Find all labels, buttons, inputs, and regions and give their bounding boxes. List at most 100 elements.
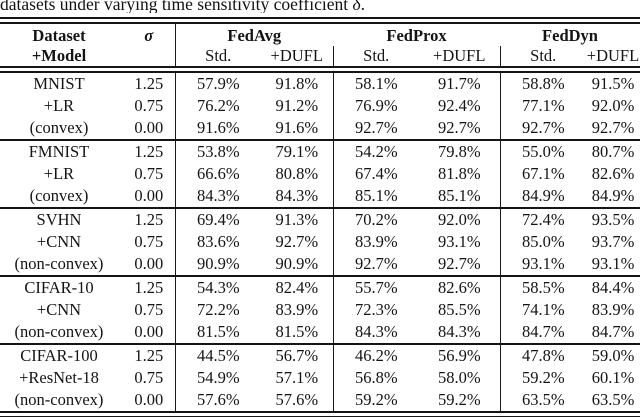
accuracy-value: 84.7% bbox=[591, 322, 635, 341]
sigma-value: 1.25 bbox=[118, 343, 176, 367]
accuracy-value: 91.6% bbox=[196, 118, 240, 137]
accuracy-value: 84.3% bbox=[196, 186, 240, 205]
accuracy-value: 59.0% bbox=[586, 343, 640, 367]
accuracy-value: 56.9% bbox=[419, 343, 501, 367]
header-sigma-spacer bbox=[118, 46, 176, 73]
accuracy-value: 76.2% bbox=[196, 96, 240, 115]
accuracy-value: 93.7% bbox=[591, 232, 635, 251]
table-row: +LR 0.75 76.2% 91.2% 76.9% 92.4% 77.1% 9… bbox=[0, 95, 640, 117]
header-row-sub: +Model Std. +DUFL Std. +DUFL Std. +DUFL bbox=[0, 46, 640, 73]
accuracy-value: 81.8% bbox=[419, 163, 501, 185]
accuracy-value: 63.5% bbox=[500, 389, 586, 417]
model-name: +LR bbox=[43, 96, 75, 115]
accuracy-value: 92.7% bbox=[261, 231, 334, 253]
accuracy-value: 80.8% bbox=[261, 163, 334, 185]
accuracy-value: 90.9% bbox=[196, 254, 240, 273]
accuracy-value: 57.6% bbox=[175, 389, 261, 417]
dataset-group-fmnist: FMNIST 1.25 53.8% 79.1% 54.2% 79.8% 55.0… bbox=[0, 139, 640, 208]
table-row: CIFAR-10 1.25 54.3% 82.4% 55.7% 82.6% 58… bbox=[0, 275, 640, 299]
sigma-value: 0.00 bbox=[118, 321, 176, 344]
accuracy-value: 57.1% bbox=[261, 367, 334, 389]
table-row: SVHN 1.25 69.4% 91.3% 70.2% 92.0% 72.4% … bbox=[0, 207, 640, 231]
header-sigma: σ bbox=[118, 17, 176, 46]
table-row: +LR 0.75 66.6% 80.8% 67.4% 81.8% 67.1% 8… bbox=[0, 163, 640, 185]
accuracy-value: 84.3% bbox=[261, 185, 334, 208]
accuracy-value: 58.5% bbox=[500, 275, 586, 299]
accuracy-value: 58.1% bbox=[354, 74, 398, 93]
accuracy-value: 92.0% bbox=[591, 96, 635, 115]
accuracy-value: 91.5% bbox=[591, 74, 635, 93]
header-fedprox-std: Std. bbox=[333, 46, 419, 73]
model-name: +LR bbox=[43, 164, 75, 183]
sigma-value: 1.25 bbox=[118, 69, 176, 95]
sigma-value: 0.00 bbox=[118, 185, 176, 208]
table-row: (convex) 0.00 91.6% 91.6% 92.7% 92.7% 92… bbox=[0, 117, 640, 140]
accuracy-value: 92.7% bbox=[419, 117, 501, 140]
table-row: +CNN 0.75 72.2% 83.9% 72.3% 85.5% 74.1% … bbox=[0, 299, 640, 321]
dataset-name: FMNIST bbox=[0, 139, 118, 163]
header-fedprox: FedProx bbox=[333, 17, 500, 46]
header-fedavg-std: Std. bbox=[175, 46, 261, 73]
accuracy-value: 91.6% bbox=[261, 117, 334, 140]
accuracy-value: 79.1% bbox=[261, 139, 334, 163]
sigma-value: 0.75 bbox=[118, 367, 176, 389]
accuracy-value: 46.2% bbox=[333, 343, 419, 367]
sigma-value: 0.00 bbox=[118, 389, 176, 417]
accuracy-value: 77.1% bbox=[521, 96, 565, 115]
accuracy-value: 92.4% bbox=[419, 95, 501, 117]
dataset-group-cifar-10: CIFAR-10 1.25 54.3% 82.4% 55.7% 82.6% 58… bbox=[0, 275, 640, 344]
accuracy-value: 47.8% bbox=[500, 343, 586, 367]
sigma-value: 1.25 bbox=[118, 139, 176, 163]
accuracy-value: 83.9% bbox=[354, 232, 398, 251]
header-fedprox-dufl: +DUFL bbox=[419, 46, 501, 73]
header-fedavg-dufl: +DUFL bbox=[261, 46, 334, 73]
convexity-note: (non-convex) bbox=[14, 322, 104, 341]
convexity-note: (convex) bbox=[29, 186, 89, 205]
convexity-note: (non-convex) bbox=[14, 254, 104, 273]
accuracy-value: 59.2% bbox=[419, 389, 501, 417]
accuracy-value: 92.0% bbox=[419, 207, 501, 231]
dataset-name: SVHN bbox=[0, 207, 118, 231]
accuracy-value: 79.8% bbox=[419, 139, 501, 163]
accuracy-value: 84.3% bbox=[354, 322, 398, 341]
header-feddyn-std: Std. bbox=[500, 46, 586, 73]
accuracy-value: 84.9% bbox=[521, 186, 565, 205]
accuracy-value: 92.7% bbox=[354, 118, 398, 137]
sigma-value: 0.00 bbox=[118, 117, 176, 140]
accuracy-value: 83.9% bbox=[261, 299, 334, 321]
dataset-group-cifar-100: CIFAR-100 1.25 44.5% 56.7% 46.2% 56.9% 4… bbox=[0, 343, 640, 417]
table-row: (non-convex) 0.00 57.6% 57.6% 59.2% 59.2… bbox=[0, 389, 640, 417]
delta-symbol: δ bbox=[352, 0, 361, 13]
accuracy-value: 69.4% bbox=[175, 207, 261, 231]
sigma-value: 0.00 bbox=[118, 253, 176, 276]
accuracy-value: 55.0% bbox=[500, 139, 586, 163]
accuracy-value: 59.2% bbox=[333, 389, 419, 417]
model-name: +ResNet-18 bbox=[19, 368, 99, 387]
accuracy-value: 82.4% bbox=[261, 275, 334, 299]
accuracy-value: 74.1% bbox=[521, 300, 565, 319]
accuracy-value: 60.1% bbox=[591, 368, 635, 387]
accuracy-value: 63.5% bbox=[586, 389, 640, 417]
accuracy-value: 81.5% bbox=[261, 321, 334, 344]
accuracy-value: 92.7% bbox=[521, 118, 565, 137]
sigma-value: 0.75 bbox=[118, 231, 176, 253]
table-caption-clip: datasets under varying time sensitivity … bbox=[0, 0, 640, 13]
accuracy-value: 66.6% bbox=[196, 164, 240, 183]
dataset-group-mnist: MNIST 1.25 57.9% 91.8% 58.1% 91.7% 58.8%… bbox=[0, 69, 640, 140]
table-row: (non-convex) 0.00 90.9% 90.9% 92.7% 92.7… bbox=[0, 253, 640, 276]
sigma-value: 1.25 bbox=[118, 275, 176, 299]
accuracy-value: 85.1% bbox=[419, 185, 501, 208]
accuracy-value: 59.2% bbox=[521, 368, 565, 387]
header-fedavg: FedAvg bbox=[175, 17, 333, 46]
accuracy-value: 83.9% bbox=[591, 300, 635, 319]
header-feddyn-dufl: +DUFL bbox=[586, 46, 640, 73]
header-feddyn: FedDyn bbox=[500, 17, 640, 46]
accuracy-value: 58.0% bbox=[419, 367, 501, 389]
accuracy-value: 84.7% bbox=[521, 322, 565, 341]
table-header: Dataset σ FedAvg FedProx FedDyn +Model S… bbox=[0, 17, 640, 73]
accuracy-value: 72.4% bbox=[500, 207, 586, 231]
model-name: +CNN bbox=[36, 232, 82, 251]
accuracy-value: 92.7% bbox=[591, 118, 635, 137]
accuracy-value: 58.8% bbox=[521, 74, 565, 93]
accuracy-value: 54.3% bbox=[175, 275, 261, 299]
